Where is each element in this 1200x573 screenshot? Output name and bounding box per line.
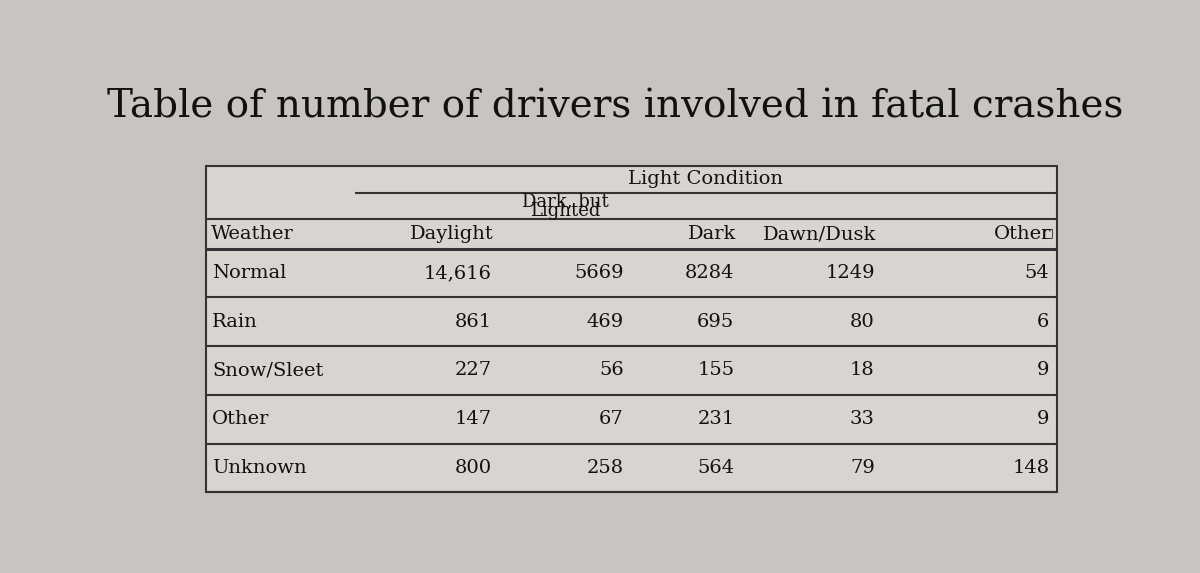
- Text: 14,616: 14,616: [424, 264, 492, 282]
- Text: Weather: Weather: [210, 225, 293, 243]
- Text: 227: 227: [455, 362, 492, 379]
- Text: 54: 54: [1025, 264, 1049, 282]
- Text: Lighted: Lighted: [530, 202, 600, 220]
- Text: Daylight: Daylight: [410, 225, 493, 243]
- Text: 469: 469: [587, 313, 624, 331]
- Text: 18: 18: [850, 362, 875, 379]
- Text: 800: 800: [455, 459, 492, 477]
- Text: 861: 861: [455, 313, 492, 331]
- Text: Light Condition: Light Condition: [629, 170, 784, 188]
- Text: 67: 67: [599, 410, 624, 428]
- Text: Rain: Rain: [212, 313, 258, 331]
- Text: 1249: 1249: [826, 264, 875, 282]
- Text: 33: 33: [850, 410, 875, 428]
- Text: Dark: Dark: [688, 225, 737, 243]
- Text: 8284: 8284: [685, 264, 734, 282]
- Text: 6: 6: [1037, 313, 1049, 331]
- Text: Other: Other: [994, 225, 1051, 243]
- Text: 9: 9: [1037, 362, 1049, 379]
- Text: Unknown: Unknown: [212, 459, 307, 477]
- Text: Dawn/Dusk: Dawn/Dusk: [763, 225, 877, 243]
- Text: 148: 148: [1012, 459, 1049, 477]
- Text: 258: 258: [587, 459, 624, 477]
- Text: 9: 9: [1037, 410, 1049, 428]
- Text: Dark, but: Dark, but: [522, 192, 608, 210]
- Text: 564: 564: [697, 459, 734, 477]
- Text: 5669: 5669: [575, 264, 624, 282]
- Text: 79: 79: [850, 459, 875, 477]
- Text: □: □: [1043, 226, 1054, 239]
- Text: 56: 56: [599, 362, 624, 379]
- Text: 231: 231: [697, 410, 734, 428]
- Text: Other: Other: [212, 410, 270, 428]
- Text: Normal: Normal: [212, 264, 287, 282]
- Text: 155: 155: [697, 362, 734, 379]
- Text: 695: 695: [697, 313, 734, 331]
- Text: 80: 80: [850, 313, 875, 331]
- Text: 147: 147: [455, 410, 492, 428]
- Text: Table of number of drivers involved in fatal crashes: Table of number of drivers involved in f…: [107, 89, 1123, 125]
- Text: Snow/Sleet: Snow/Sleet: [212, 362, 324, 379]
